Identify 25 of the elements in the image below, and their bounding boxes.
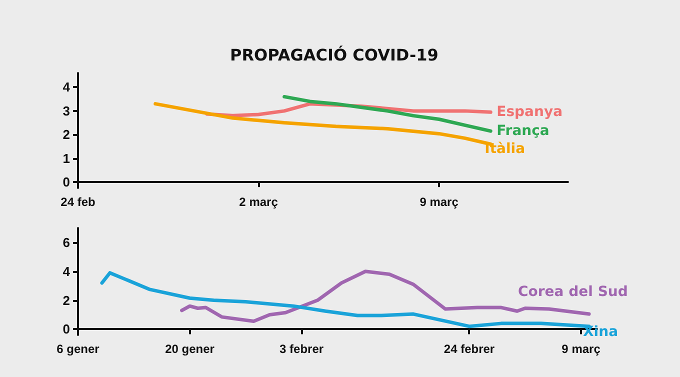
chart-title: PROPAGACIÓ COVID-19 bbox=[230, 46, 438, 64]
series-label: Espanya bbox=[496, 104, 563, 120]
x-tick-label: 9 març bbox=[562, 342, 601, 356]
series-label: Itàlia bbox=[484, 141, 526, 158]
x-tick-label: 24 feb bbox=[60, 195, 96, 209]
series-label: Xina bbox=[583, 324, 618, 340]
y-tick-label: 0 bbox=[62, 322, 70, 337]
y-tick-label: 4 bbox=[62, 80, 71, 95]
y-tick-label: 2 bbox=[62, 292, 70, 308]
x-tick-label: 2 març bbox=[239, 195, 278, 209]
x-tick-label: 9 març bbox=[420, 195, 459, 209]
x-tick-label: 20 gener bbox=[165, 342, 215, 356]
line-series bbox=[180, 270, 591, 324]
series-label: Corea del Sud bbox=[518, 284, 628, 300]
y-tick-label: 1 bbox=[62, 150, 70, 166]
y-tick-label: 4 bbox=[62, 264, 71, 279]
line-series bbox=[282, 94, 492, 133]
y-tick-label: 2 bbox=[62, 127, 70, 142]
x-tick-label: 24 febrer bbox=[444, 342, 495, 356]
x-tick-label: 6 gener bbox=[56, 342, 100, 356]
y-tick-label: 6 bbox=[62, 234, 70, 250]
series-label: França bbox=[496, 123, 550, 140]
x-tick-label: 3 febrer bbox=[280, 342, 324, 356]
y-tick-label: 3 bbox=[62, 103, 70, 118]
y-tick-label: 0 bbox=[62, 174, 70, 190]
